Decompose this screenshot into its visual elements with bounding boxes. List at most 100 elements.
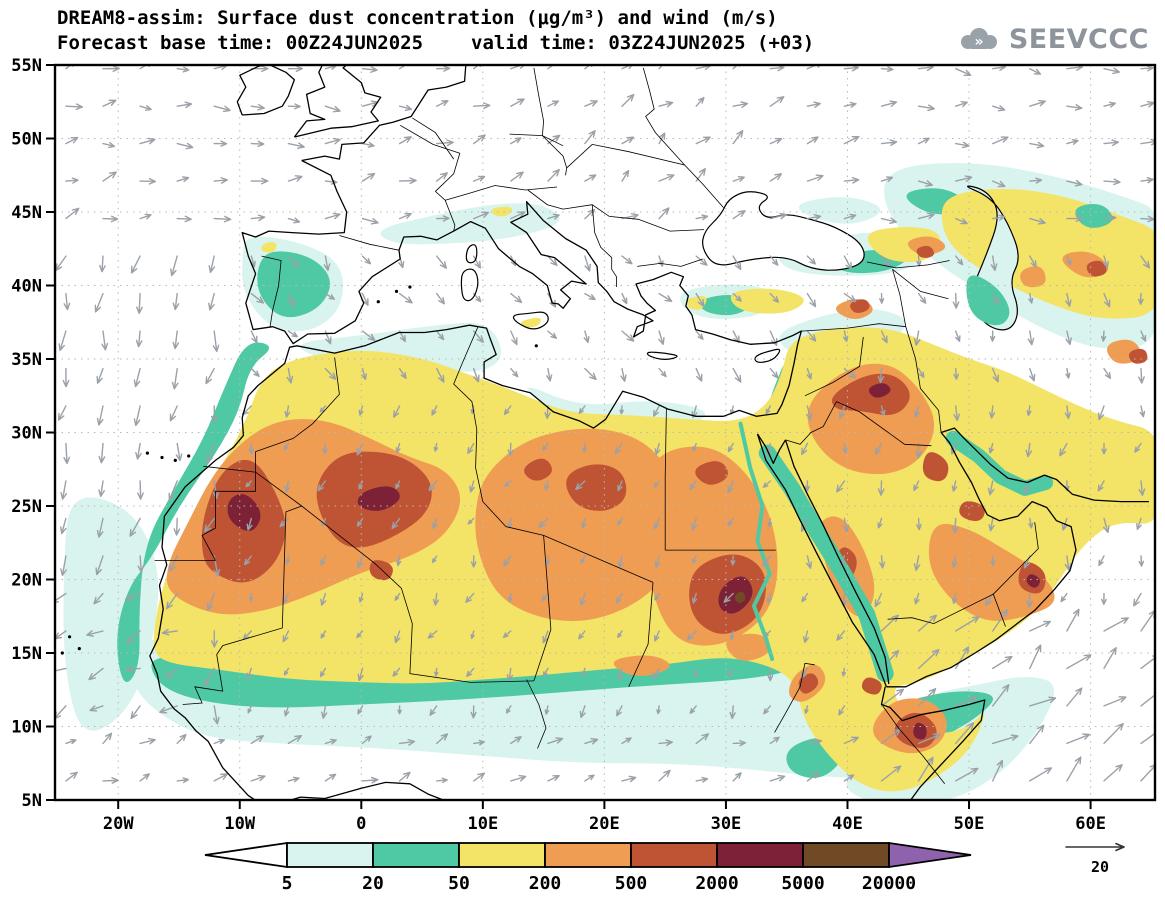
wind-arrow [806,101,821,109]
wind-arrow [658,174,675,182]
wind-arrow [653,517,660,530]
dust-region-2000-5000 [913,722,927,740]
wind-arrow [213,140,228,147]
wind-arrow [913,330,921,346]
country-border [804,336,864,397]
wind-arrow [319,405,327,413]
wind-arrow [955,722,975,745]
wind-arrow [915,442,922,459]
wind-arrow [394,630,401,644]
wind-arrow [1101,592,1107,605]
wind-arrow [250,735,264,745]
wind-arrow [507,442,514,457]
country-border [182,654,224,705]
wind-arrow [1140,215,1155,223]
wind-arrow [658,330,665,345]
wind-arrow [992,136,1009,145]
wind-arrow [653,405,660,417]
wind-arrow [88,667,104,681]
wind-arrow [250,214,266,222]
wind-arrow [955,616,980,632]
wind-arrow [584,255,592,272]
country-border [664,408,667,551]
coastline [784,439,890,684]
wind-arrow [473,367,480,383]
wind-arrow [436,215,450,222]
wind-arrow [212,705,220,725]
wind-arrow [992,367,999,383]
wind-arrow [732,210,746,220]
wind-arrow [250,367,260,377]
lon-tick-label: 60E [1075,814,1106,834]
wind-arrow [1103,178,1121,186]
wind-arrow [689,705,697,714]
country-border [882,705,946,785]
wind-arrow [89,705,104,712]
island-coastline [465,244,478,264]
wind-arrow [805,555,813,569]
wind-arrow [1065,330,1072,346]
wind-arrow [250,177,269,185]
wind-arrow [398,367,407,379]
dust-region-200-500 [726,633,771,661]
wind-arrow [658,207,670,220]
wind-arrow [213,773,229,782]
wind-arrow [691,592,698,604]
dust-region-2000-5000 [868,383,891,398]
coastline [294,65,382,138]
wind-arrow [124,592,141,601]
country-border [533,535,552,682]
wind-arrow [584,100,598,107]
wind-arrow [1103,617,1129,632]
wind-arrow [988,442,994,454]
wind-arrow [102,732,113,745]
wind-arrow [989,405,996,419]
wind-arrow [695,776,709,783]
wind-arrow [879,292,885,304]
wind-arrow [284,405,291,418]
wind-arrow [953,367,960,380]
dust-region-500-2000 [916,245,935,258]
lon-tick-label: 50E [954,814,985,834]
wind-arrow [584,774,595,782]
wind-arrow [579,705,586,719]
red-sea [758,444,894,683]
wind-arrow [436,139,454,147]
wind-arrow [990,255,998,272]
dust-region-500-2000 [1128,348,1148,364]
dust-region-500-2000 [695,461,728,485]
country-border [566,143,724,208]
wind-arrow [206,442,215,464]
wind-arrow [917,614,938,632]
wind-arrow [65,771,78,782]
wind-arrow [507,592,513,603]
wind-arrow [806,367,813,380]
wind-arrow [1066,733,1091,745]
wind-arrow [176,176,190,183]
wind-arrow [395,480,401,490]
wind-arrow [1103,722,1124,745]
wind-arrow [547,134,561,145]
wind-arrow [284,705,290,717]
wind-arrow [880,650,900,670]
wind-arrow [1102,255,1109,269]
coastline [940,427,1149,503]
wind-arrow [880,176,894,183]
wind-arrow [125,665,141,673]
island-dot [173,458,177,462]
wind-arrow [880,330,888,344]
wind-arrow [1136,517,1142,531]
coastline [880,686,986,800]
wind-arrow [992,734,1019,745]
wind-arrow [727,442,734,453]
wind-arrow [1103,214,1117,222]
lon-tick-label: 20E [589,814,620,834]
wind-arrow [1140,65,1154,72]
country-border [399,124,461,232]
wind-arrow [584,292,596,301]
wind-arrow [1066,255,1072,266]
wind-arrow [762,555,771,567]
island-dot [60,651,64,655]
wind-arrow [1139,405,1146,418]
wind-arrow [130,705,141,720]
